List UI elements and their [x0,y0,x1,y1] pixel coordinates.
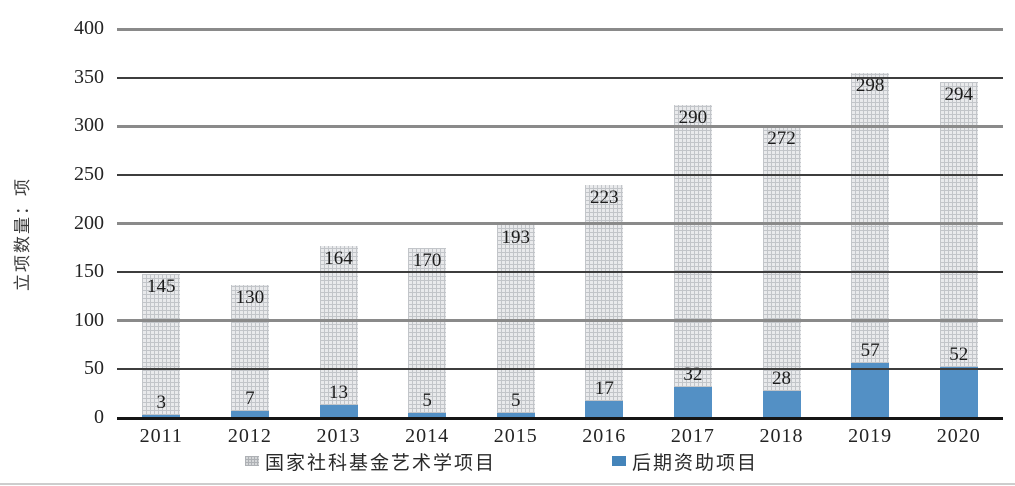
bar-2012: 130 7 [230,284,269,418]
bar-blue-label: 32 [683,363,703,385]
bar-2017: 290 32 [673,104,712,418]
y-tick-label-300: 300 [74,114,104,137]
bar-total-label: 145 [147,276,176,298]
bar-segment-blue [939,367,978,418]
bar-total-label: 164 [324,247,353,269]
legend: 国家社科基金艺术学项目 后期资助项目 [0,449,1015,475]
x-tick-label-2014: 2014 [405,425,450,447]
x-tick-label-2011: 2011 [139,425,183,447]
x-tick-label-2012: 2012 [227,425,272,447]
bar-2014: 170 5 [408,247,447,418]
bar-blue-label: 17 [594,378,614,400]
x-tick-label-2013: 2013 [316,425,361,447]
bar-segment-gray [762,126,801,391]
blue-swatch-icon [612,456,626,466]
bar-segment-blue [496,413,535,418]
gridline-50 [117,368,1003,371]
x-tick-label-2017: 2017 [670,425,715,447]
bar-blue-label: 3 [156,392,167,414]
x-tick-label-2020: 2020 [936,425,981,447]
x-tick-label-2019: 2019 [848,425,893,447]
legend-label: 国家社科基金艺术学项目 [265,452,497,474]
gridline-100 [117,319,1003,323]
y-tick-label-400: 400 [74,17,104,39]
y-axis-title: 立项数量：项 [13,177,32,291]
legend-item-blue-series: 后期资助项目 [612,449,759,474]
bar-segment-blue [673,386,712,418]
gridline-350 [117,76,1003,79]
bar-segment-blue [230,411,269,418]
y-tick-label-200: 200 [74,211,104,234]
bar-segment-gray [408,247,447,414]
bar-segment-gray [230,284,269,412]
bar-blue-label: 57 [860,339,880,361]
gray-hatch-swatch-icon [245,456,259,466]
gridline-200 [117,222,1003,225]
bar-total-label: 130 [235,286,265,308]
x-tick-label-2018: 2018 [759,425,804,447]
y-tick-label-100: 100 [74,308,104,331]
bar-segment-blue [851,362,890,418]
bar-blue-label: 5 [422,390,432,412]
gridline-300 [117,124,1003,128]
bar-segment-gray [851,72,890,363]
bar-blue-label: 7 [245,388,255,410]
x-tick-label-2015: 2015 [493,425,538,447]
bar-2018: 272 28 [762,126,801,418]
bar-total-label: 223 [590,186,619,208]
bar-segment-blue [408,413,447,418]
y-tick-label-50: 50 [84,357,104,380]
bar-segment-blue [319,405,358,418]
gridline-150 [117,271,1003,274]
bar-blue-label: 28 [772,367,791,389]
bar-segment-gray [673,104,712,387]
bar-total-label: 298 [855,74,885,96]
bar-2011: 145 3 [142,274,181,418]
bar-total-label: 193 [501,227,530,249]
bar-2019: 298 57 [851,72,890,418]
y-tick-label-250: 250 [74,162,104,185]
bar-segment-gray [585,184,624,402]
plot-area: 145 3 130 7 164 13 170 5 193 5 223 17 290 32 272 28 298 5… [117,27,1003,420]
bar-segment-blue [585,401,624,418]
legend-label: 后期资助项目 [632,452,759,474]
legend-item-gray-series: 国家社科基金艺术学项目 [245,449,497,474]
bar-2016: 223 17 [585,184,624,418]
bar-blue-label: 52 [949,344,969,366]
bar-segment-gray [142,274,181,416]
bar-total-label: 294 [944,83,973,105]
gridline-250 [117,173,1003,176]
y-tick-label-350: 350 [74,65,104,88]
y-tick-label-150: 150 [74,260,104,283]
bottom-divider [0,483,1015,485]
bar-total-label: 290 [678,106,708,128]
bar-blue-label: 13 [329,382,348,404]
gridline-400 [117,27,1003,31]
bar-blue-label: 5 [510,390,521,412]
bar-segment-blue [762,390,801,418]
gridline-0 [117,416,1003,420]
y-tick-label-0: 0 [94,406,104,428]
bar-total-label: 170 [412,249,442,271]
bar-total-label: 272 [767,128,796,150]
x-tick-label-2016: 2016 [582,425,627,447]
